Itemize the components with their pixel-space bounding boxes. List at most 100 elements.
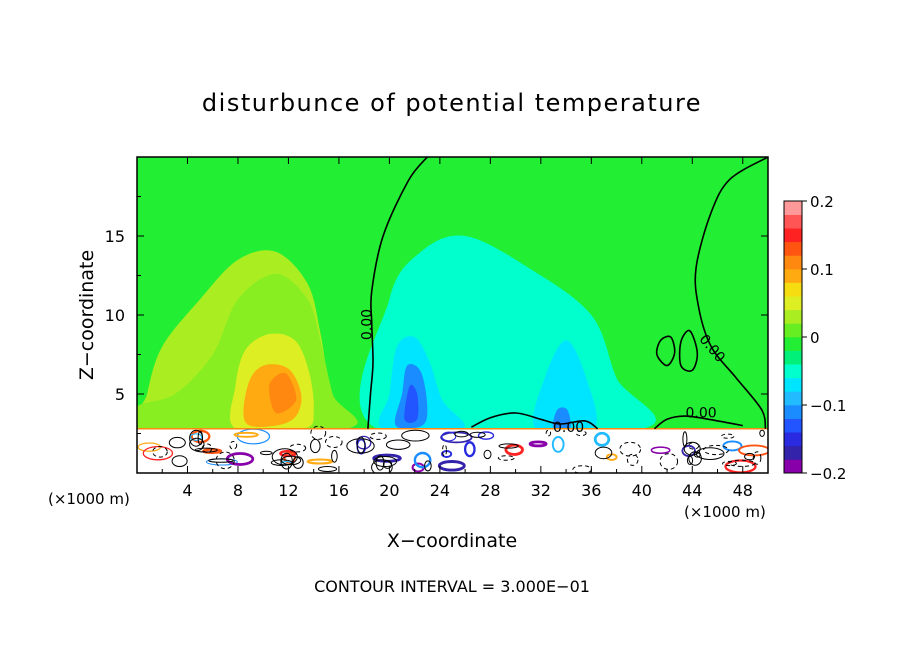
- surface-contour: [594, 446, 613, 460]
- x-axis-unit-right: (×1000 m): [684, 503, 766, 521]
- colorbar-swatch: [784, 241, 802, 256]
- surface-contour: [688, 451, 702, 466]
- surface-contour: [688, 442, 700, 450]
- contour-layer: [367, 157, 768, 430]
- colorbar-swatch: [784, 309, 802, 324]
- surface-contour: [289, 443, 307, 453]
- surface-contour: [168, 436, 186, 449]
- surface-color-blob: [593, 431, 611, 447]
- surface-color-blob: [355, 435, 372, 450]
- surface-color-blob: [142, 445, 174, 461]
- surface-contour: [683, 441, 701, 456]
- y-tick-label: 10: [105, 306, 125, 325]
- surface-contour: [215, 451, 235, 470]
- x-tick-label: 24: [430, 481, 450, 500]
- colorbar-swatch: [784, 282, 802, 297]
- surface-color-blob: [650, 446, 671, 455]
- colorbar-swatch: [784, 228, 802, 243]
- colorbar-swatch: [784, 323, 802, 338]
- surface-contour: [310, 438, 321, 454]
- surface-layer-background: [137, 428, 768, 473]
- x-tick-label: 16: [329, 481, 349, 500]
- surface-contour: [721, 433, 735, 439]
- surface-contour: [171, 455, 188, 468]
- field-layer: [137, 235, 656, 441]
- small-closed-contour-2: [678, 329, 699, 372]
- colorbar-swatch: [784, 364, 802, 379]
- surface-contour: [229, 441, 238, 450]
- x-tick-label: 8: [233, 481, 243, 500]
- surface-contour: [401, 429, 430, 442]
- surface-contour: [703, 444, 729, 456]
- x-tick-label: 36: [581, 481, 601, 500]
- surface-contour: [152, 446, 168, 458]
- surface-contour: [194, 447, 218, 453]
- y-tick-label: 5: [115, 385, 125, 404]
- surface-contour: [325, 436, 343, 448]
- surface-contour: [369, 432, 387, 440]
- colorbar-tick-label: 0: [810, 329, 820, 347]
- x-tick-label: 12: [278, 481, 298, 500]
- surface-color-blob: [722, 440, 743, 452]
- surface-color-blob: [504, 443, 524, 456]
- colorbar-swatch: [784, 201, 802, 215]
- x-axis-unit-left: (×1000 m): [48, 490, 130, 508]
- surface-contour: [331, 449, 338, 463]
- zero-contour-left: [367, 157, 428, 429]
- surface-contour: [695, 447, 725, 461]
- colorbar-swatch: [784, 350, 802, 365]
- surface-contour: [469, 431, 486, 438]
- surface-color-blob: [463, 441, 476, 458]
- surface-contour: [375, 455, 385, 471]
- contour-label: 0.00: [553, 420, 584, 436]
- surface-contour: [497, 455, 515, 461]
- surface-contour: [371, 459, 393, 473]
- surface-color-blob: [437, 460, 466, 472]
- contour-label: 0.00: [686, 406, 717, 422]
- surface-color-blob: [189, 433, 203, 441]
- surface-contour: [260, 450, 273, 456]
- surface-contour: [346, 438, 375, 454]
- x-tick-label: 44: [682, 481, 702, 500]
- contour-label: 0.00: [360, 309, 376, 340]
- x-tick-label: 32: [531, 481, 551, 500]
- field-deep-blue-cold-core: [404, 384, 419, 423]
- surface-contour: [619, 441, 642, 457]
- surface-color-blob: [306, 458, 334, 465]
- colorbar: 0.2 0.1 0 −0.1 −0.2: [783, 193, 846, 483]
- surface-contour: [728, 459, 756, 467]
- x-tick-label: 4: [182, 481, 192, 500]
- surface-contour: [385, 439, 411, 450]
- surface-contour: [483, 449, 492, 460]
- surface-contour: [281, 455, 302, 466]
- x-tick-label: 28: [480, 481, 500, 500]
- surface-contour: [310, 425, 327, 440]
- x-tick-label: 48: [733, 481, 753, 500]
- surface-color-blob: [413, 451, 432, 469]
- surface-color-blob: [441, 431, 457, 442]
- surface-color-blob: [681, 444, 696, 457]
- surface-contour: [659, 453, 679, 470]
- field-cyan-cold-core-right: [533, 340, 597, 436]
- x-tick-label: 20: [379, 481, 399, 500]
- surface-contour: [454, 430, 469, 438]
- surface-contour: [442, 444, 447, 457]
- zero-contour-right: [694, 157, 768, 429]
- surface-color-blob: [477, 431, 495, 440]
- colorbar-tick-label: −0.2: [810, 465, 846, 483]
- field-dark-orange-warm-peak: [269, 372, 297, 414]
- small-closed-contour-1: [655, 335, 676, 367]
- x-tick-label: 40: [632, 481, 652, 500]
- colorbar-tick-label: −0.1: [810, 397, 846, 415]
- noisy-surface-layer: [137, 425, 768, 473]
- y-axis-ticks: 5 10 15: [105, 196, 768, 434]
- colorbar-swatch: [784, 337, 802, 351]
- surface-contour: [759, 429, 765, 437]
- colorbar-swatch: [784, 296, 802, 311]
- y-axis-label: Z−coordinate: [76, 250, 98, 380]
- colorbar-swatch: [784, 445, 802, 460]
- surface-contour: [189, 437, 205, 452]
- surface-contour: [280, 452, 293, 470]
- surface-contour: [317, 466, 338, 472]
